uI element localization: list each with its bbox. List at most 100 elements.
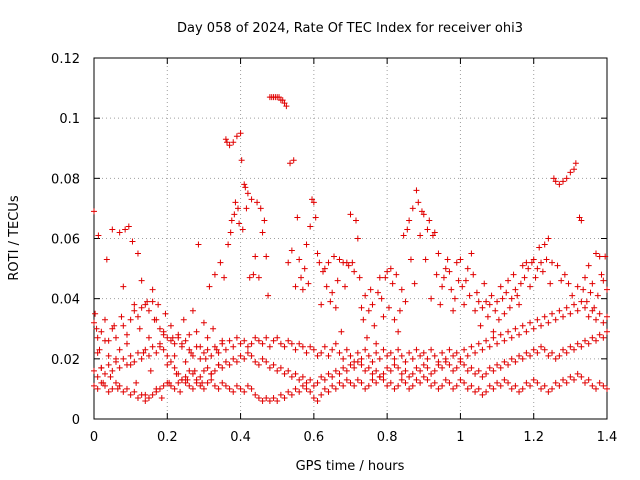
data-point <box>369 370 376 377</box>
data-point <box>446 361 453 368</box>
data-point <box>316 259 323 266</box>
data-point <box>362 292 369 299</box>
data-point <box>219 364 226 371</box>
data-point <box>340 355 347 362</box>
data-point <box>395 328 402 335</box>
data-point <box>281 370 288 377</box>
data-point <box>204 364 211 371</box>
data-point <box>549 349 556 356</box>
data-point <box>211 343 218 350</box>
data-point <box>428 295 435 302</box>
data-point <box>123 385 130 392</box>
data-point <box>178 343 185 350</box>
y-tick-label: 0.08 <box>51 172 80 187</box>
data-point <box>439 382 446 389</box>
data-point <box>530 256 537 263</box>
data-point <box>387 349 394 356</box>
data-point <box>144 298 151 305</box>
data-point <box>505 328 512 335</box>
data-point <box>343 367 350 374</box>
data-point <box>501 358 508 365</box>
data-point <box>312 214 319 221</box>
data-point <box>429 232 436 239</box>
data-point <box>582 337 589 344</box>
data-point <box>96 346 103 353</box>
data-point <box>494 298 501 305</box>
data-point <box>360 316 367 323</box>
data-point <box>418 208 425 215</box>
data-point <box>541 313 548 320</box>
data-point <box>468 364 475 371</box>
data-point <box>204 334 211 341</box>
data-point <box>310 199 317 206</box>
data-point <box>358 379 365 386</box>
data-point <box>567 310 574 317</box>
data-point <box>134 250 141 257</box>
data-point <box>244 343 251 350</box>
data-point <box>182 373 189 380</box>
data-point <box>545 319 552 326</box>
data-point <box>160 382 167 389</box>
data-point <box>226 361 233 368</box>
data-point <box>435 385 442 392</box>
data-point <box>294 214 301 221</box>
data-point <box>259 340 266 347</box>
data-point <box>508 385 515 392</box>
data-point <box>254 199 261 206</box>
data-point <box>299 373 306 380</box>
data-point <box>554 262 561 269</box>
data-point <box>578 298 585 305</box>
data-point <box>578 217 585 224</box>
x-tick-label: 1.4 <box>597 430 618 445</box>
data-point <box>145 307 152 314</box>
data-point <box>494 340 501 347</box>
data-point <box>307 388 314 395</box>
data-point <box>389 280 396 287</box>
data-point <box>538 322 545 329</box>
data-point <box>367 286 374 293</box>
data-point <box>351 382 358 389</box>
data-point <box>299 286 306 293</box>
data-point <box>307 223 314 230</box>
data-point <box>505 379 512 386</box>
data-point <box>169 334 176 341</box>
x-tick-label: 0.6 <box>304 430 325 445</box>
data-point <box>530 376 537 383</box>
data-point <box>171 385 178 392</box>
data-point <box>600 277 607 284</box>
data-point <box>422 256 429 263</box>
data-point <box>453 382 460 389</box>
data-point <box>343 259 350 266</box>
data-point <box>237 130 244 137</box>
data-point <box>331 253 338 260</box>
data-point <box>354 376 361 383</box>
data-point <box>406 385 413 392</box>
data-point <box>574 340 581 347</box>
data-point <box>373 379 380 386</box>
data-point <box>160 346 167 353</box>
data-point <box>527 283 534 290</box>
data-point <box>347 361 354 368</box>
data-point <box>310 346 317 353</box>
data-point <box>230 388 237 395</box>
data-point <box>516 301 523 308</box>
data-point <box>488 292 495 299</box>
data-point <box>468 343 475 350</box>
data-point <box>538 385 545 392</box>
data-point <box>556 307 563 314</box>
data-point <box>274 367 281 374</box>
data-point <box>534 265 541 272</box>
data-point <box>369 301 376 308</box>
data-point <box>186 382 193 389</box>
data-point <box>547 280 554 287</box>
data-point <box>225 241 232 248</box>
x-tick-labels: 0 0.2 0.4 0.6 0.8 1 1.2 1.4 <box>90 430 617 445</box>
data-point <box>112 334 119 341</box>
data-point <box>497 382 504 389</box>
data-point <box>211 367 218 374</box>
data-point <box>281 394 288 401</box>
data-point <box>323 283 330 290</box>
data-point <box>497 283 504 290</box>
data-point <box>457 256 464 263</box>
y-tick-label: 0.04 <box>51 293 80 308</box>
